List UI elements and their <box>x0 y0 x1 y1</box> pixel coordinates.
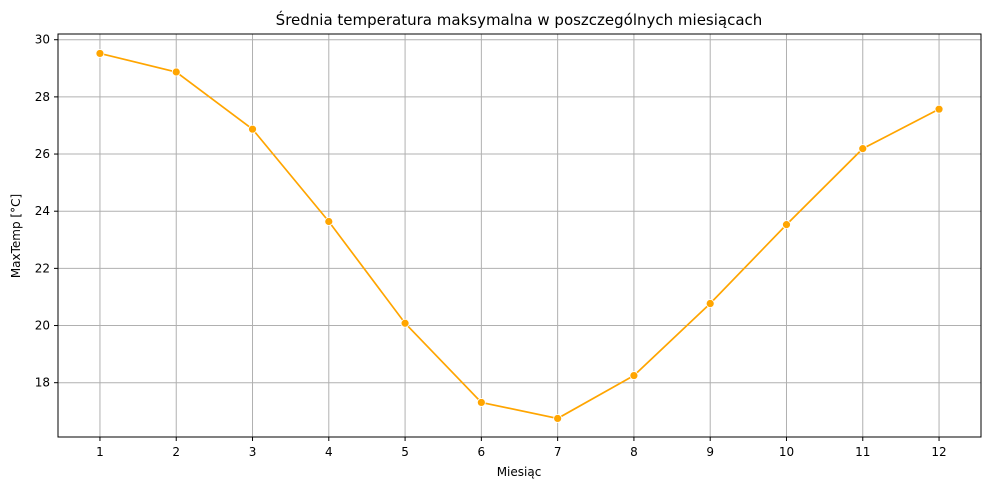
x-tick-label: 8 <box>630 445 638 459</box>
data-point <box>95 49 105 58</box>
y-tick-label: 20 <box>35 319 50 333</box>
x-tick-label: 1 <box>96 445 104 459</box>
data-point <box>858 144 868 154</box>
x-tick-label: 10 <box>779 445 794 459</box>
data-point <box>705 299 715 308</box>
grid-lines <box>58 34 981 437</box>
data-point <box>171 67 181 77</box>
y-axis-label: MaxTemp [°C] <box>9 194 23 278</box>
data-point <box>629 371 639 380</box>
y-tick-label: 30 <box>35 33 50 47</box>
chart-title: Średnia temperatura maksymalna w poszcze… <box>276 10 763 29</box>
y-tick-label: 24 <box>35 204 50 218</box>
x-tick-label: 12 <box>931 445 946 459</box>
y-tick-label: 26 <box>35 147 50 161</box>
data-point <box>934 104 944 114</box>
series-line <box>99 52 940 420</box>
data-point <box>248 124 257 134</box>
x-tick-label: 5 <box>401 445 409 459</box>
data-point <box>476 398 486 407</box>
data-point <box>782 220 791 230</box>
x-tick-label: 9 <box>706 445 714 459</box>
x-tick-label: 7 <box>554 445 562 459</box>
x-tick-label: 2 <box>172 445 180 459</box>
y-tick-label: 22 <box>35 261 50 275</box>
data-point <box>553 414 563 423</box>
plot-frame <box>57 33 982 438</box>
x-tick-label: 11 <box>855 445 870 459</box>
x-tick-label: 3 <box>249 445 257 459</box>
data-point <box>400 318 410 328</box>
y-tick-label: 28 <box>35 90 50 104</box>
x-axis-label: Miesiąc <box>497 465 542 479</box>
y-tick-label: 18 <box>35 376 50 390</box>
data-point <box>324 217 334 226</box>
x-tick-label: 4 <box>325 445 333 459</box>
series-layer <box>95 49 944 423</box>
x-tick-label: 6 <box>478 445 486 459</box>
